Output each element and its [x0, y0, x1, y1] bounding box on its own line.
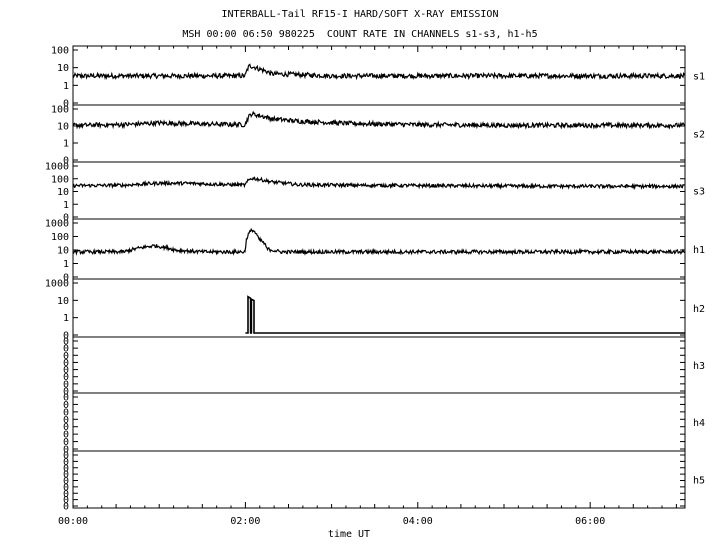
y-tick-label: 1	[63, 259, 69, 270]
y-tick-label: 0	[63, 422, 69, 433]
x-tick-label: 02:00	[230, 516, 260, 527]
panel-label-h3: h3	[693, 361, 705, 372]
y-tick-label: 0	[63, 430, 69, 441]
y-tick-label: 0	[63, 400, 69, 411]
y-tick-label: 1	[63, 200, 69, 211]
y-tick-label: 0	[63, 273, 69, 284]
y-tick-label: 100	[51, 174, 69, 185]
y-tick-label: 0	[63, 393, 69, 404]
y-tick-label: 100	[51, 232, 69, 243]
y-tick-label: 1000	[45, 219, 69, 230]
y-tick-label: 0	[63, 337, 69, 348]
y-tick-label: 0	[63, 445, 69, 456]
y-tick-label: 0	[63, 489, 69, 500]
panel-label-s1: s1	[693, 72, 705, 83]
x-tick-label: 06:00	[575, 516, 605, 527]
y-tick-label: 0	[63, 358, 69, 369]
y-tick-label: 0	[63, 495, 69, 506]
y-tick-label: 0	[63, 213, 69, 224]
y-tick-label: 1000	[45, 162, 69, 173]
x-tick-label: 04:00	[403, 516, 433, 527]
series-h1-line	[72, 227, 686, 256]
y-tick-label: 0	[63, 415, 69, 426]
y-tick-label: 0	[63, 457, 69, 468]
y-tick-label: 0	[63, 99, 69, 110]
y-tick-label: 10	[57, 122, 69, 133]
y-tick-label: 0	[63, 331, 69, 342]
y-tick-label: 1	[63, 139, 69, 150]
y-tick-label: 0	[63, 482, 69, 493]
chart-title: INTERBALL-Tail RF15-I HARD/SOFT X-RAY EM…	[221, 9, 499, 20]
y-tick-label: 1	[63, 313, 69, 324]
x-axis-label: time UT	[328, 529, 370, 540]
y-tick-label: 10	[57, 187, 69, 198]
y-tick-label: 0	[63, 351, 69, 362]
y-tick-label: 100	[51, 46, 69, 57]
plot-frame	[72, 45, 686, 509]
panel-label-h5: h5	[693, 476, 705, 487]
series-s1-line	[72, 63, 686, 81]
y-tick-label: 0	[63, 379, 69, 390]
panel-label-h4: h4	[693, 418, 705, 429]
y-tick-label: 0	[63, 437, 69, 448]
y-tick-label: 0	[63, 344, 69, 355]
panel-label-s2: s2	[693, 130, 705, 141]
panel-label-h1: h1	[693, 245, 705, 256]
y-tick-label: 0	[63, 476, 69, 487]
chart-subtitle: MSH 00:00 06:50 980225 COUNT RATE IN CHA…	[182, 29, 538, 40]
y-tick-label: 0	[63, 502, 69, 513]
y-tick-label: 1	[63, 81, 69, 92]
y-tick-label: 0	[63, 372, 69, 383]
panel-label-h2: h2	[693, 304, 705, 315]
y-tick-label: 0	[63, 451, 69, 462]
x-tick-label: 00:00	[58, 516, 88, 527]
y-tick-label: 10	[57, 63, 69, 74]
y-tick-label: 1000	[45, 279, 69, 290]
y-tick-label: 100	[51, 105, 69, 116]
y-tick-label: 0	[63, 365, 69, 376]
series-h2-line	[245, 295, 685, 334]
series-s3-line	[72, 176, 686, 191]
y-tick-label: 0	[63, 387, 69, 398]
y-tick-label: 10	[57, 296, 69, 307]
y-tick-label: 0	[63, 407, 69, 418]
y-tick-label: 10	[57, 246, 69, 257]
series-s2-line	[72, 110, 686, 130]
y-tick-label: 0	[63, 463, 69, 474]
y-tick-label: 0	[63, 156, 69, 167]
y-tick-label: 0	[63, 470, 69, 481]
panel-label-s3: s3	[693, 187, 705, 198]
